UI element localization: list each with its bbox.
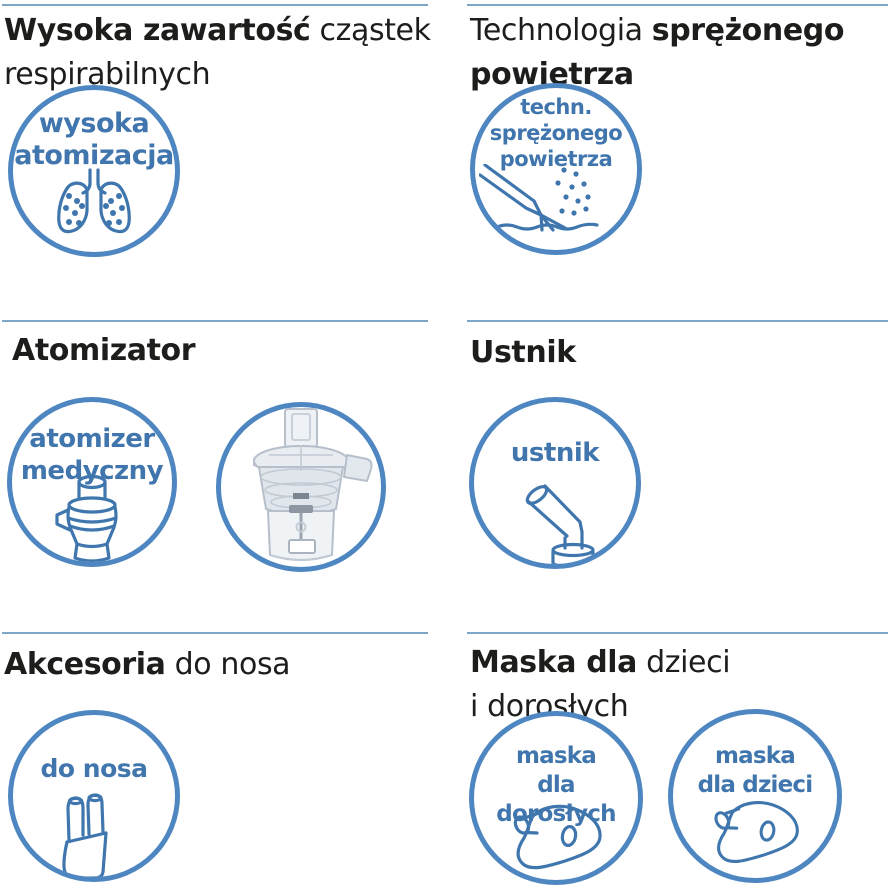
child-mask-icon	[714, 801, 799, 863]
section-divider	[2, 4, 428, 6]
feature-badge-nose: do nosa	[8, 710, 180, 882]
section-title-respirable: Wysoka zawartość cząstek respirabilnych	[4, 9, 431, 97]
adult-mask-icon	[513, 804, 602, 870]
section-divider	[467, 632, 888, 634]
badge-label: maska dla dzieci	[697, 743, 814, 798]
section-title-nose: Akcesoria do nosa	[4, 643, 291, 687]
title-bold-part: Wysoka zawartość	[4, 13, 311, 48]
badge-label: wysoka atomizacja	[14, 108, 174, 171]
badge-label: ustnik	[510, 438, 600, 468]
mouthpiece-icon	[526, 484, 596, 564]
feature-badge-high-atomization: wysoka atomizacja	[8, 85, 180, 257]
feature-badge-mouthpiece: ustnik	[469, 397, 641, 569]
section-divider	[467, 4, 888, 6]
section-title-atomizer: Atomizator	[12, 329, 196, 373]
section-title-mouthpiece: Ustnik	[470, 331, 576, 375]
feature-badge-medical-atomizer: atomizer medyczny	[7, 397, 177, 567]
title-bold-part: Maska dla	[470, 645, 637, 680]
section-divider	[467, 320, 888, 322]
feature-badge-adult-mask: maska dla dorosłych	[469, 711, 643, 885]
title-regular-part: dzieci	[637, 645, 731, 680]
title-regular-part: Technologia	[470, 13, 652, 48]
badge-label: do nosa	[40, 754, 149, 783]
title-regular-part: cząstek	[310, 13, 431, 48]
feature-badge-child-mask: maska dla dzieci	[668, 709, 842, 883]
section-title-masks: Maska dla dzieci i dorosłych	[470, 641, 731, 729]
nebulizer-cup-icon	[55, 474, 118, 562]
section-divider	[2, 320, 428, 322]
section-title-compressed-air: Technologia sprężonego powietrza	[470, 9, 844, 97]
section-divider	[2, 632, 428, 634]
title-bold-part: Atomizator	[12, 333, 196, 368]
nebulizer-photo	[253, 408, 373, 561]
nasal-prongs-icon	[62, 793, 108, 877]
badge-label: techn. sprężonego powietrza	[489, 95, 623, 171]
title-regular-part: do nosa	[165, 647, 291, 682]
feature-badge-compressed-air: techn. sprężonego powietrza	[470, 83, 642, 255]
title-bold-part: Ustnik	[470, 335, 576, 370]
nebulizer-photo-circle	[216, 402, 386, 572]
spray-nozzle-icon	[478, 164, 599, 232]
title-bold-part: sprężonego	[651, 13, 845, 48]
badge-label: atomizer medyczny	[20, 424, 164, 486]
title-bold-part: Akcesoria	[4, 647, 166, 682]
lungs-icon	[57, 168, 131, 234]
